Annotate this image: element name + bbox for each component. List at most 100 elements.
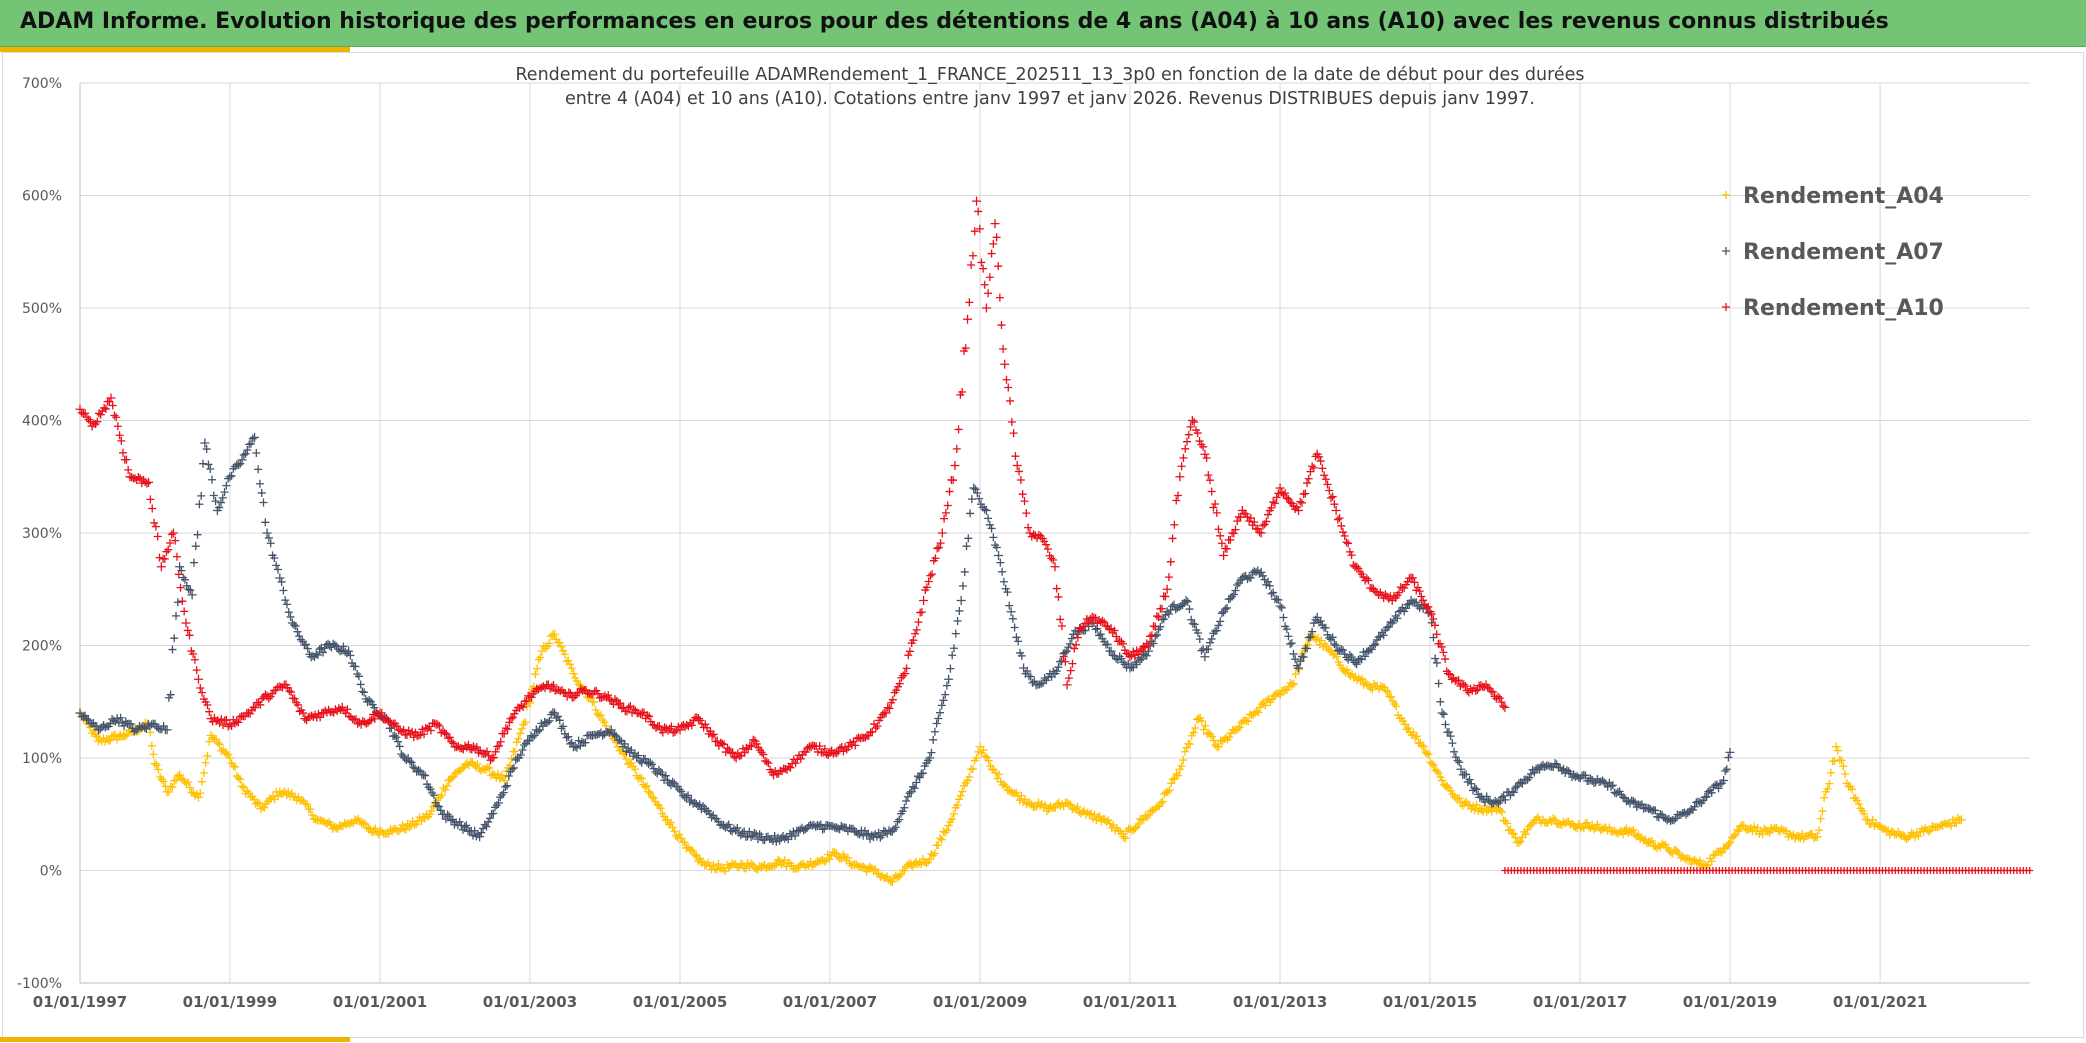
data-point	[1257, 700, 1266, 709]
data-point	[252, 448, 261, 457]
data-point	[1267, 589, 1276, 598]
data-point	[891, 823, 900, 832]
data-point	[1303, 479, 1312, 488]
data-point	[283, 683, 292, 692]
data-point	[1566, 820, 1575, 829]
data-point	[1629, 825, 1638, 834]
data-point	[1184, 430, 1193, 439]
data-point	[1833, 746, 1842, 755]
data-point	[243, 787, 252, 796]
data-point	[321, 706, 330, 715]
data-point	[1244, 717, 1253, 726]
data-point	[1629, 797, 1638, 806]
data-point	[136, 474, 145, 483]
data-point	[1022, 509, 1031, 518]
data-point	[1180, 599, 1189, 608]
data-point	[878, 831, 887, 840]
data-point	[539, 682, 548, 691]
data-point	[1459, 680, 1468, 689]
data-point	[1392, 702, 1401, 711]
data-point	[501, 782, 510, 791]
data-point	[367, 715, 376, 724]
data-point	[1002, 375, 1011, 384]
data-point	[1356, 676, 1365, 685]
data-point	[1912, 828, 1921, 837]
data-point	[519, 703, 528, 712]
data-point	[154, 765, 163, 774]
legend-label: Rendement_A04	[1743, 184, 1944, 209]
data-point	[509, 763, 518, 772]
data-point	[189, 650, 198, 659]
data-point	[1130, 651, 1139, 660]
data-point	[110, 411, 119, 420]
data-point	[1331, 641, 1341, 650]
data-point	[672, 832, 681, 841]
data-point	[1308, 462, 1317, 471]
data-point	[1124, 659, 1133, 668]
x-tick-label: 01/01/2001	[333, 993, 427, 1011]
data-point	[117, 436, 126, 445]
data-point	[1578, 822, 1587, 831]
data-point	[559, 646, 568, 655]
data-point	[1284, 682, 1293, 691]
data-point	[821, 856, 830, 865]
data-point	[1412, 598, 1421, 607]
data-point	[990, 219, 1000, 229]
data-point	[400, 824, 409, 833]
data-point	[121, 732, 130, 741]
data-point	[494, 798, 504, 808]
data-point	[365, 696, 374, 705]
data-point	[191, 542, 200, 551]
data-point	[1603, 782, 1612, 791]
data-point	[489, 809, 498, 818]
data-point	[658, 728, 667, 737]
data-point	[316, 713, 325, 722]
data-point	[730, 752, 739, 761]
data-point	[868, 727, 877, 736]
data-point	[1424, 750, 1433, 759]
data-point	[495, 774, 504, 783]
data-point	[1061, 798, 1070, 807]
data-point	[1688, 856, 1697, 865]
data-point	[599, 692, 608, 701]
data-point	[255, 479, 264, 488]
data-point	[1387, 693, 1396, 702]
data-point	[227, 471, 236, 480]
data-point	[1431, 654, 1440, 663]
data-point	[1586, 774, 1595, 783]
data-point	[1465, 775, 1474, 784]
data-point	[365, 716, 374, 725]
data-point	[205, 737, 214, 746]
data-point	[723, 744, 732, 753]
data-point	[472, 743, 481, 752]
data-point	[190, 655, 199, 664]
data-point	[1511, 833, 1520, 842]
data-point	[1274, 489, 1283, 498]
data-point	[1371, 587, 1380, 596]
data-point	[1096, 630, 1105, 639]
data-point	[1566, 769, 1575, 778]
data-point	[1117, 654, 1126, 663]
data-point	[1037, 679, 1046, 688]
data-point	[736, 859, 745, 868]
data-point	[767, 862, 776, 871]
data-point	[956, 596, 966, 605]
data-point	[996, 558, 1005, 567]
data-point	[1743, 825, 1752, 834]
data-point	[1276, 690, 1285, 699]
data-point	[954, 425, 963, 434]
data-point	[253, 798, 262, 807]
data-point	[483, 763, 492, 772]
data-point	[933, 544, 942, 553]
data-point	[387, 720, 396, 729]
data-point	[629, 705, 638, 714]
data-point	[762, 757, 771, 766]
data-point	[1374, 633, 1383, 642]
data-point	[156, 562, 166, 572]
data-point	[100, 403, 109, 412]
data-point	[1659, 813, 1668, 822]
data-point	[79, 712, 88, 721]
data-point	[747, 833, 756, 842]
data-point	[890, 825, 899, 834]
